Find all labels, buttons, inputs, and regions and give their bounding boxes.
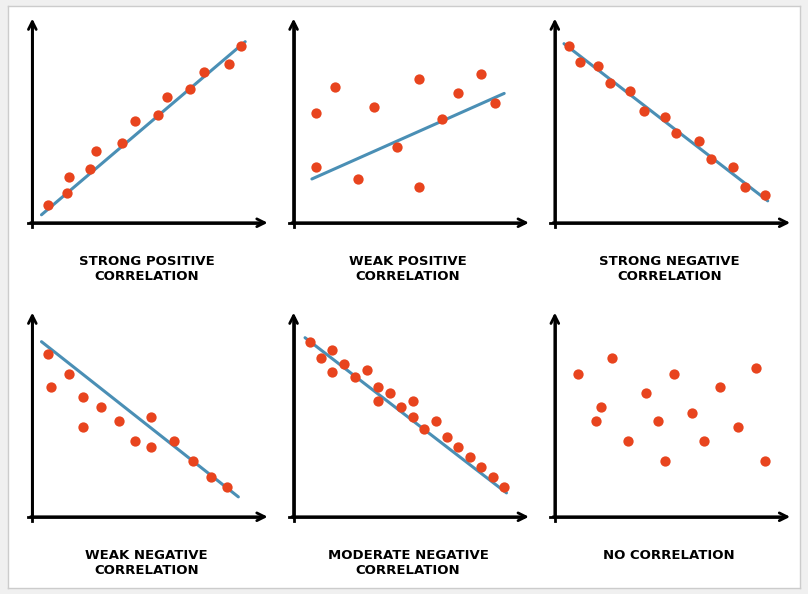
Point — [759, 456, 772, 466]
Point — [429, 416, 442, 426]
Point — [76, 422, 89, 432]
Point — [197, 67, 210, 76]
Point — [145, 443, 158, 452]
Point — [436, 115, 449, 124]
Point — [83, 165, 96, 174]
Point — [62, 369, 75, 378]
Point — [152, 110, 165, 120]
Point — [498, 482, 511, 492]
Point — [44, 383, 57, 392]
Point — [418, 425, 431, 434]
Point — [731, 422, 744, 432]
Point — [223, 59, 236, 68]
Text: STRONG NEGATIVE
CORRELATION: STRONG NEGATIVE CORRELATION — [599, 255, 739, 283]
Point — [606, 353, 619, 362]
Point — [697, 437, 710, 446]
Point — [713, 383, 726, 392]
Point — [390, 143, 403, 152]
Point — [310, 109, 323, 118]
Point — [621, 437, 634, 446]
Point — [475, 462, 488, 472]
Point — [638, 106, 650, 116]
Point — [372, 383, 385, 392]
Point — [759, 190, 772, 200]
Point — [590, 416, 603, 426]
Point — [60, 188, 73, 198]
Point — [367, 103, 380, 112]
Point — [413, 182, 426, 192]
Point — [314, 353, 327, 362]
Point — [670, 128, 683, 138]
Point — [326, 366, 339, 376]
Point — [129, 437, 142, 446]
Point — [145, 413, 158, 422]
Point — [452, 89, 465, 98]
Point — [413, 75, 426, 84]
Point — [221, 482, 234, 492]
Point — [113, 416, 126, 426]
Point — [62, 172, 75, 182]
Point — [95, 403, 107, 412]
Point — [360, 365, 373, 374]
Point — [303, 337, 316, 346]
Point — [161, 93, 174, 102]
Text: WEAK NEGATIVE
CORRELATION: WEAK NEGATIVE CORRELATION — [86, 549, 208, 577]
Point — [574, 57, 587, 67]
Point — [42, 200, 55, 210]
Point — [186, 456, 199, 466]
Point — [406, 397, 419, 406]
Point — [591, 61, 604, 70]
Point — [328, 83, 341, 92]
Point — [349, 373, 362, 383]
Text: WEAK POSITIVE
CORRELATION: WEAK POSITIVE CORRELATION — [349, 255, 467, 283]
Point — [76, 393, 89, 402]
Point — [562, 41, 575, 50]
Point — [326, 345, 339, 355]
Point — [234, 41, 247, 50]
Point — [692, 137, 705, 146]
Point — [667, 369, 680, 378]
Point — [659, 456, 671, 466]
Point — [727, 162, 740, 172]
Point — [351, 174, 364, 184]
Point — [452, 443, 465, 452]
Point — [489, 99, 502, 108]
Point — [440, 432, 453, 442]
Point — [129, 116, 142, 126]
Text: NO CORRELATION: NO CORRELATION — [604, 549, 735, 563]
Point — [624, 87, 637, 96]
Point — [739, 182, 751, 192]
Point — [604, 79, 617, 89]
Point — [686, 409, 699, 418]
Point — [184, 85, 197, 94]
Text: STRONG POSITIVE
CORRELATION: STRONG POSITIVE CORRELATION — [79, 255, 215, 283]
Point — [475, 69, 488, 78]
Point — [464, 453, 477, 462]
Point — [116, 138, 128, 148]
Point — [383, 388, 396, 398]
Point — [310, 162, 323, 172]
Point — [168, 437, 181, 446]
Point — [571, 369, 584, 378]
Point — [42, 349, 55, 358]
Point — [406, 413, 419, 422]
Point — [640, 388, 653, 398]
Point — [486, 472, 499, 482]
Point — [204, 472, 217, 482]
Point — [704, 154, 717, 164]
Point — [651, 416, 664, 426]
Text: MODERATE NEGATIVE
CORRELATION: MODERATE NEGATIVE CORRELATION — [327, 549, 489, 577]
Point — [659, 112, 671, 122]
Point — [750, 363, 763, 372]
Point — [372, 397, 385, 406]
Point — [594, 403, 607, 412]
Point — [338, 359, 351, 368]
Point — [90, 146, 103, 156]
Point — [394, 403, 407, 412]
